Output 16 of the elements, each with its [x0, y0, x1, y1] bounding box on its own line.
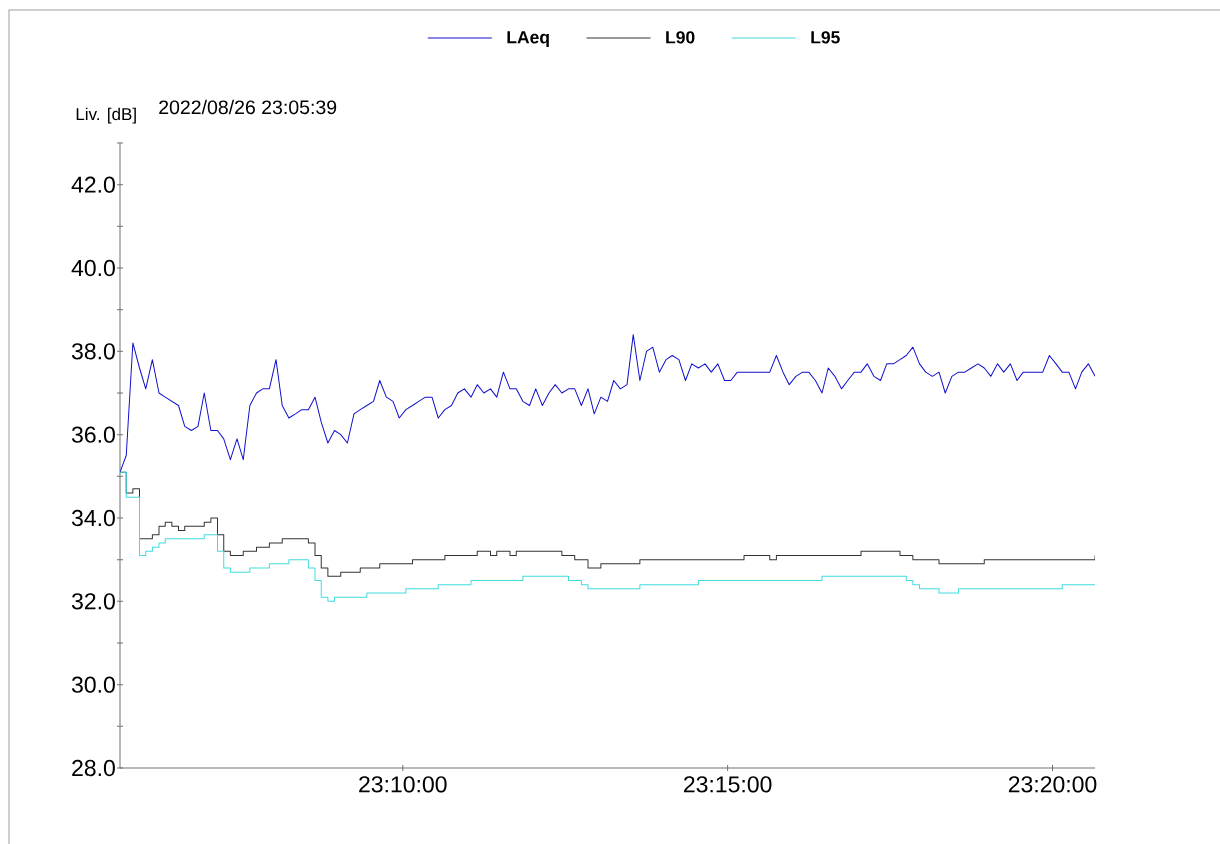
y-tick-label: 32.0 — [71, 593, 115, 610]
x-tick-label: 23:20:00 — [1008, 776, 1097, 793]
chart-title: 2022/08/26 23:05:39 — [159, 99, 337, 115]
legend-label: L90 — [666, 31, 695, 44]
y-tick-label: 38.0 — [71, 343, 115, 360]
y-tick-label: 42.0 — [71, 176, 115, 193]
x-tick-label: 23:10:00 — [359, 776, 447, 793]
legend-label: L95 — [811, 31, 840, 44]
y-tick-label: 34.0 — [71, 509, 115, 527]
y-tick-label: 28.0 — [72, 759, 115, 777]
y-tick-label: 40.0 — [71, 259, 115, 277]
y-axis-title: Liv. [dB] — [76, 107, 136, 124]
y-tick-label: 36.0 — [71, 426, 115, 443]
y-tick-label: 30.0 — [71, 676, 115, 693]
x-tick-label: 23:15:00 — [684, 776, 772, 793]
legend-label: LAeq — [507, 31, 549, 47]
